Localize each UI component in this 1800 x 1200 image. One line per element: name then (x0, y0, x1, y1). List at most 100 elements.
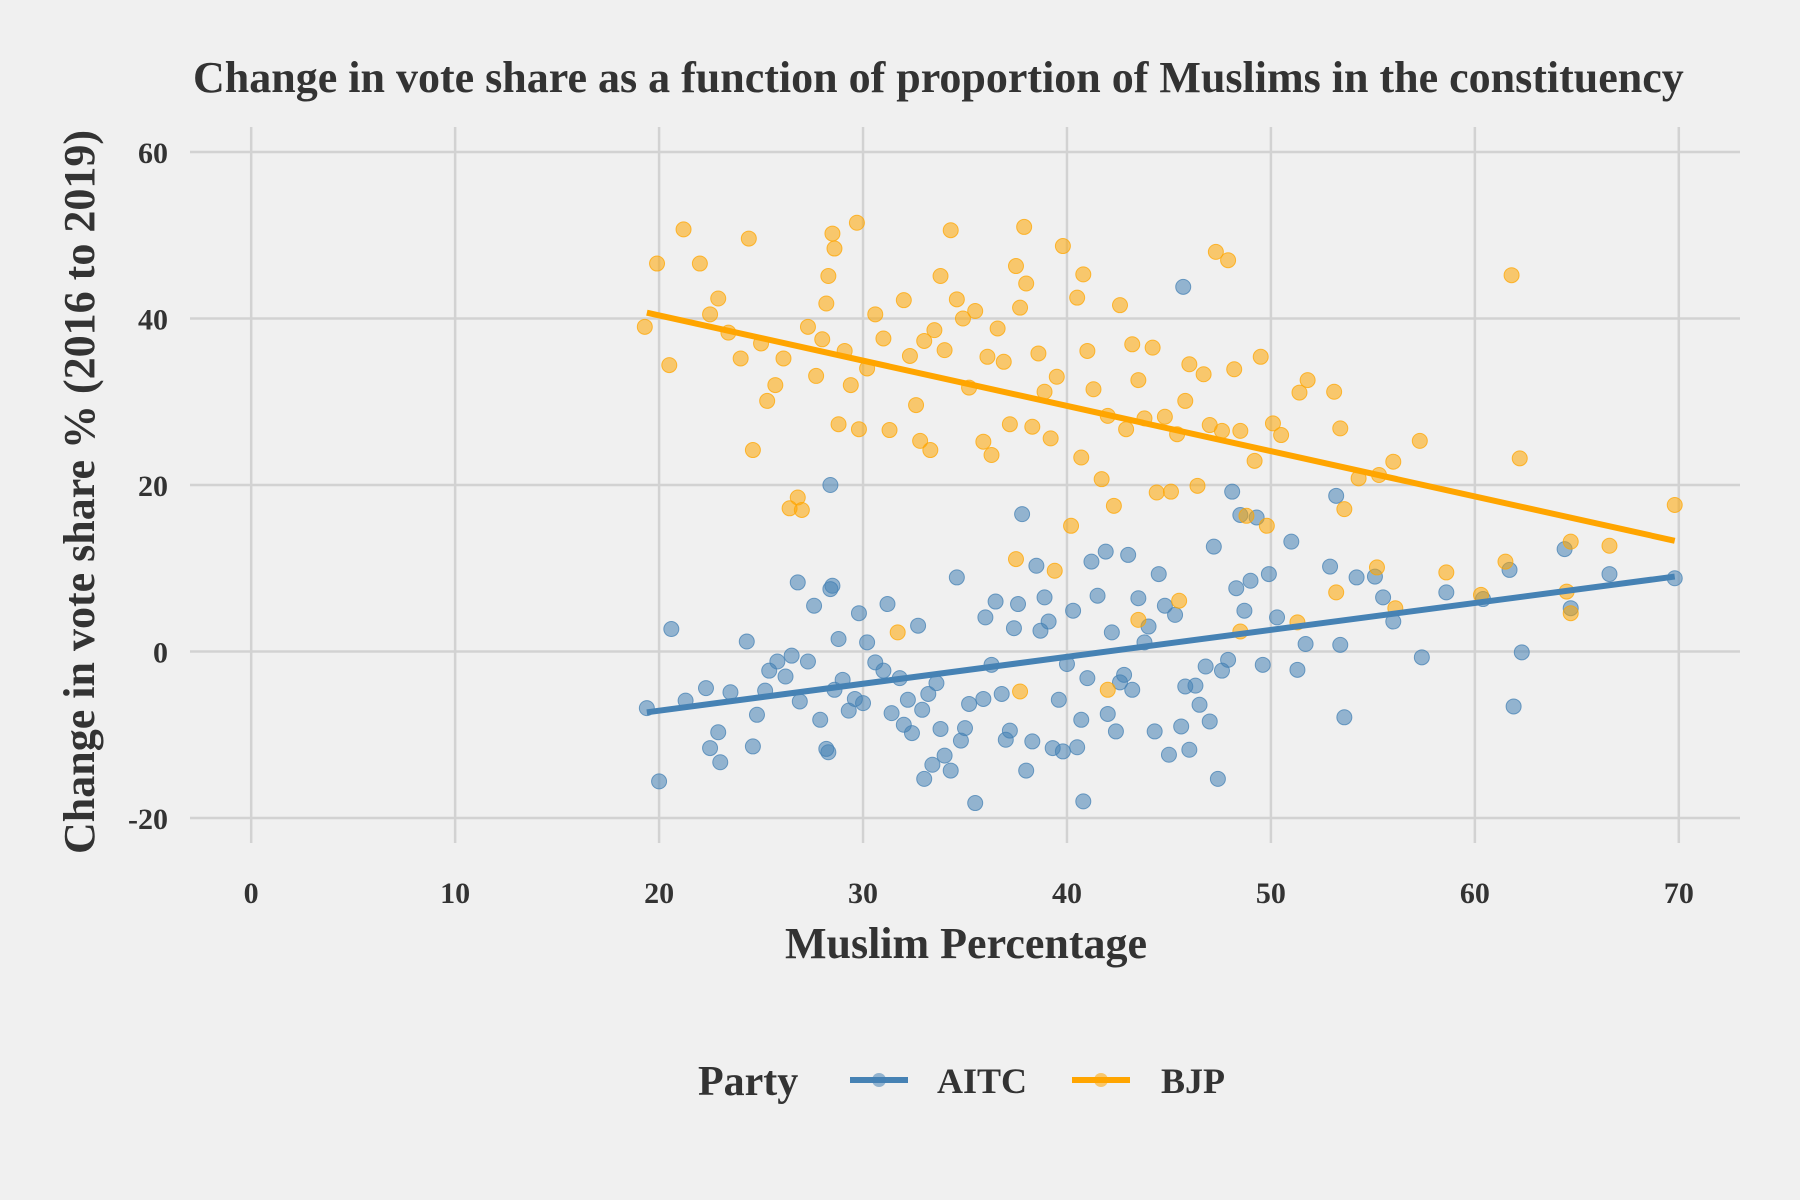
bjp-point (1368, 559, 1385, 576)
legend-title: Party (698, 1059, 798, 1105)
aitc-point (1099, 705, 1116, 722)
bjp-point (975, 433, 992, 450)
x-tick-label: 30 (848, 877, 878, 910)
bjp-point (983, 447, 1000, 464)
bjp-point (1130, 372, 1147, 389)
bjp-point (1162, 483, 1179, 500)
bjp-point (1291, 384, 1308, 401)
bjp-point (793, 501, 810, 518)
bjp-point (912, 432, 929, 449)
bjp-point (1144, 339, 1161, 356)
bjp-point (636, 318, 653, 335)
bjp-point (979, 348, 996, 365)
bjp-point (1299, 372, 1316, 389)
aitc-point (1156, 597, 1173, 614)
bjp-point (759, 392, 776, 409)
bjp-point (710, 290, 727, 307)
aitc-point (993, 685, 1010, 702)
aitc-point (1322, 558, 1339, 575)
aitc-point (824, 577, 841, 594)
bjp-point (908, 397, 925, 414)
bjp-point (818, 295, 835, 312)
aitc-point (1348, 569, 1365, 586)
bjp-point (1411, 432, 1428, 449)
aitc-point (914, 701, 931, 718)
aitc-trend-line (646, 573, 1676, 716)
bjp-point (1601, 537, 1618, 554)
aitc-point (1173, 718, 1190, 735)
bjp-point (1024, 418, 1041, 435)
bjp-point (1042, 430, 1059, 447)
aitc-point (1187, 677, 1204, 694)
aitc-point (1050, 691, 1067, 708)
bjp-point (995, 353, 1012, 370)
aitc-point (910, 617, 927, 634)
bjp-point (901, 347, 918, 364)
bjp-point (842, 377, 859, 394)
bjp-point (1118, 421, 1135, 438)
bjp-point (1264, 415, 1281, 432)
bjp-point (848, 214, 865, 231)
x-tick-label: 50 (1256, 877, 1286, 910)
bjp-point (1246, 452, 1263, 469)
bjp-point (1511, 450, 1528, 467)
bjp-point (1232, 422, 1249, 439)
grid (190, 127, 1740, 843)
bjp-point (1075, 266, 1092, 283)
trend-lines (646, 309, 1676, 716)
aitc-point (1073, 711, 1090, 728)
aitc-point (1413, 649, 1430, 666)
aitc-point (987, 593, 1004, 610)
aitc-point (783, 647, 800, 664)
aitc-point (1332, 636, 1349, 653)
aitc-point (1236, 602, 1253, 619)
legend-label-bjp: BJP (1161, 1061, 1225, 1101)
bjp-trend-line (646, 309, 1676, 544)
bjp-point (936, 342, 953, 359)
aitc-point (748, 706, 765, 723)
x-tick-label: 20 (644, 877, 674, 910)
aitc-point (1242, 572, 1259, 589)
bjp-point (767, 377, 784, 394)
aitc-point (1197, 658, 1214, 675)
bjp-point (1073, 449, 1090, 466)
y-tick-labels: -20 0 20 40 60 (128, 137, 168, 836)
aitc-point (855, 695, 872, 712)
aitc-point (769, 653, 786, 670)
aitc-point (1228, 580, 1245, 597)
aitc-point (1079, 670, 1096, 687)
bjp-point (954, 310, 971, 327)
bjp-point (1171, 592, 1188, 609)
aitc-point (977, 609, 994, 626)
bjp-point (850, 421, 867, 438)
aitc-point (1224, 483, 1241, 500)
aitc-point (663, 621, 680, 638)
y-axis-title: Change in vote share % (2016 to 2019) (55, 130, 104, 854)
chart-title: Change in vote share as a function of pr… (193, 53, 1684, 102)
x-tick-label: 70 (1664, 877, 1694, 910)
bjp-point (740, 230, 757, 247)
bjp-point (948, 291, 965, 308)
bjp-point (1016, 218, 1033, 235)
aitc-point (961, 695, 978, 712)
aitc-point (879, 596, 896, 613)
x-tick-label: 10 (440, 877, 470, 910)
bjp-point (1226, 361, 1243, 378)
aitc-point (883, 705, 900, 722)
aitc-point (697, 680, 714, 697)
x-tick-label: 60 (1460, 877, 1490, 910)
aitc-point (1010, 596, 1027, 613)
bjp-point (826, 240, 843, 257)
aitc-point (799, 653, 816, 670)
legend-label-aitc: AITC (937, 1061, 1027, 1101)
bjp-point (1093, 471, 1110, 488)
aitc-point (1146, 723, 1163, 740)
aitc-point (1175, 278, 1192, 295)
aitc-point (1005, 620, 1022, 637)
aitc-point (1505, 698, 1522, 715)
aitc-point (651, 773, 668, 790)
bjp-point (661, 357, 678, 374)
y-tick-label: 0 (153, 637, 168, 670)
bjp-point (1332, 420, 1349, 437)
aitc-point (942, 762, 959, 779)
